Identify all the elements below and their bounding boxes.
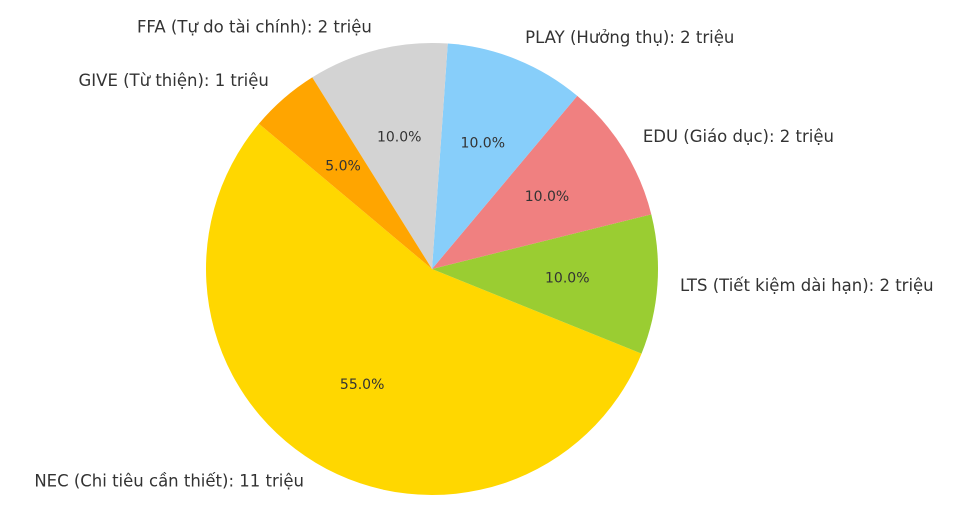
percent-label: 55.0%	[340, 377, 384, 393]
pie-slice	[206, 123, 642, 495]
slice-label: GIVE (Từ thiện): 1 triệu	[79, 71, 269, 90]
percent-label: 10.0%	[377, 129, 421, 145]
slice-label: EDU (Giáo dục): 2 triệu	[643, 127, 834, 146]
slice-label: FFA (Tự do tài chính): 2 triệu	[137, 17, 372, 36]
percent-label: 10.0%	[545, 270, 589, 286]
percent-label: 5.0%	[325, 159, 361, 175]
slice-label: PLAY (Hưởng thụ): 2 triệu	[525, 28, 734, 47]
pie-slice	[258, 77, 432, 270]
pie-slice	[432, 214, 658, 354]
pie-slice	[312, 43, 448, 269]
percent-label: 10.0%	[525, 189, 569, 205]
pie-slice	[432, 95, 652, 269]
slice-label: NEC (Chi tiêu cần thiết): 11 triệu	[34, 472, 304, 491]
pie-slice	[432, 43, 578, 270]
slice-label: LTS (Tiết kiệm dài hạn): 2 triệu	[680, 276, 934, 295]
percent-label: 10.0%	[461, 135, 505, 151]
